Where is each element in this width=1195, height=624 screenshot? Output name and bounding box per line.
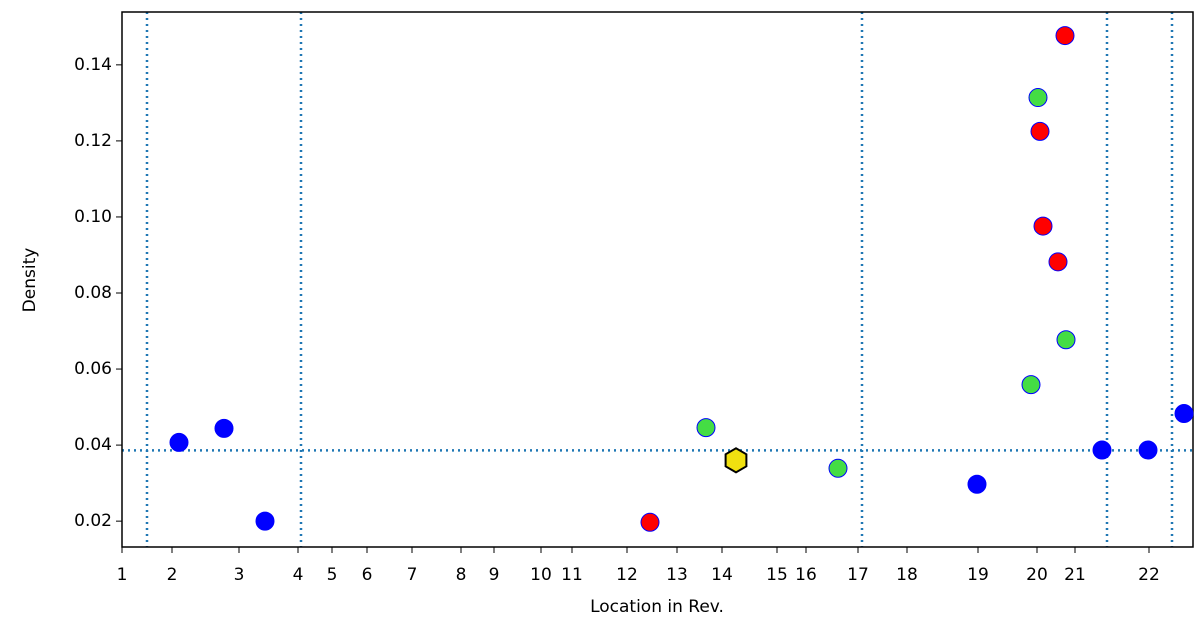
point	[1033, 216, 1053, 236]
x-tick-label: 21	[1064, 565, 1086, 585]
x-tick-label: 6	[362, 565, 373, 585]
point	[1056, 330, 1076, 350]
y-tick-label: 0.04	[74, 435, 112, 455]
x-tick-label: 7	[407, 565, 418, 585]
x-tick-label: 14	[711, 565, 733, 585]
x-tick-label: 16	[795, 565, 817, 585]
y-tick-label: 0.02	[74, 511, 112, 531]
point	[1030, 121, 1050, 141]
x-tick-label: 15	[766, 565, 788, 585]
x-tick-label: 17	[847, 565, 869, 585]
point	[1138, 440, 1158, 460]
point	[1028, 88, 1048, 108]
y-axis-label: Density	[20, 248, 40, 313]
point	[1092, 440, 1112, 460]
x-tick-label: 11	[561, 565, 583, 585]
x-axis-label: Location in Rev.	[590, 597, 724, 617]
point	[696, 418, 716, 438]
point	[1021, 375, 1041, 395]
x-tick-label: 13	[666, 565, 688, 585]
x-tick-label: 4	[293, 565, 304, 585]
y-tick-label: 0.10	[74, 207, 112, 227]
point	[1055, 26, 1075, 46]
highlight-point	[724, 447, 748, 474]
point	[169, 432, 189, 452]
x-tick-label: 18	[896, 565, 918, 585]
x-tick-label: 22	[1138, 565, 1160, 585]
point	[967, 474, 987, 494]
x-tick-label: 3	[234, 565, 245, 585]
y-tick-label: 0.08	[74, 283, 112, 303]
x-tick-label: 5	[327, 565, 338, 585]
x-tick-label: 2	[167, 565, 178, 585]
y-tick-label: 0.06	[74, 359, 112, 379]
x-tick-label: 8	[456, 565, 467, 585]
point	[214, 418, 234, 438]
point	[1048, 252, 1068, 272]
y-tick-label: 0.12	[74, 131, 112, 151]
x-tick-label: 10	[530, 565, 552, 585]
x-tick-label: 12	[616, 565, 638, 585]
plot-frame	[121, 11, 1194, 548]
x-tick-label: 9	[489, 565, 500, 585]
point	[640, 512, 660, 532]
point	[255, 511, 275, 531]
x-tick-label: 20	[1026, 565, 1048, 585]
point	[1174, 404, 1194, 424]
point	[828, 458, 848, 478]
x-tick-label: 19	[967, 565, 989, 585]
y-tick-label: 0.14	[74, 55, 112, 75]
x-tick-label: 1	[117, 565, 128, 585]
